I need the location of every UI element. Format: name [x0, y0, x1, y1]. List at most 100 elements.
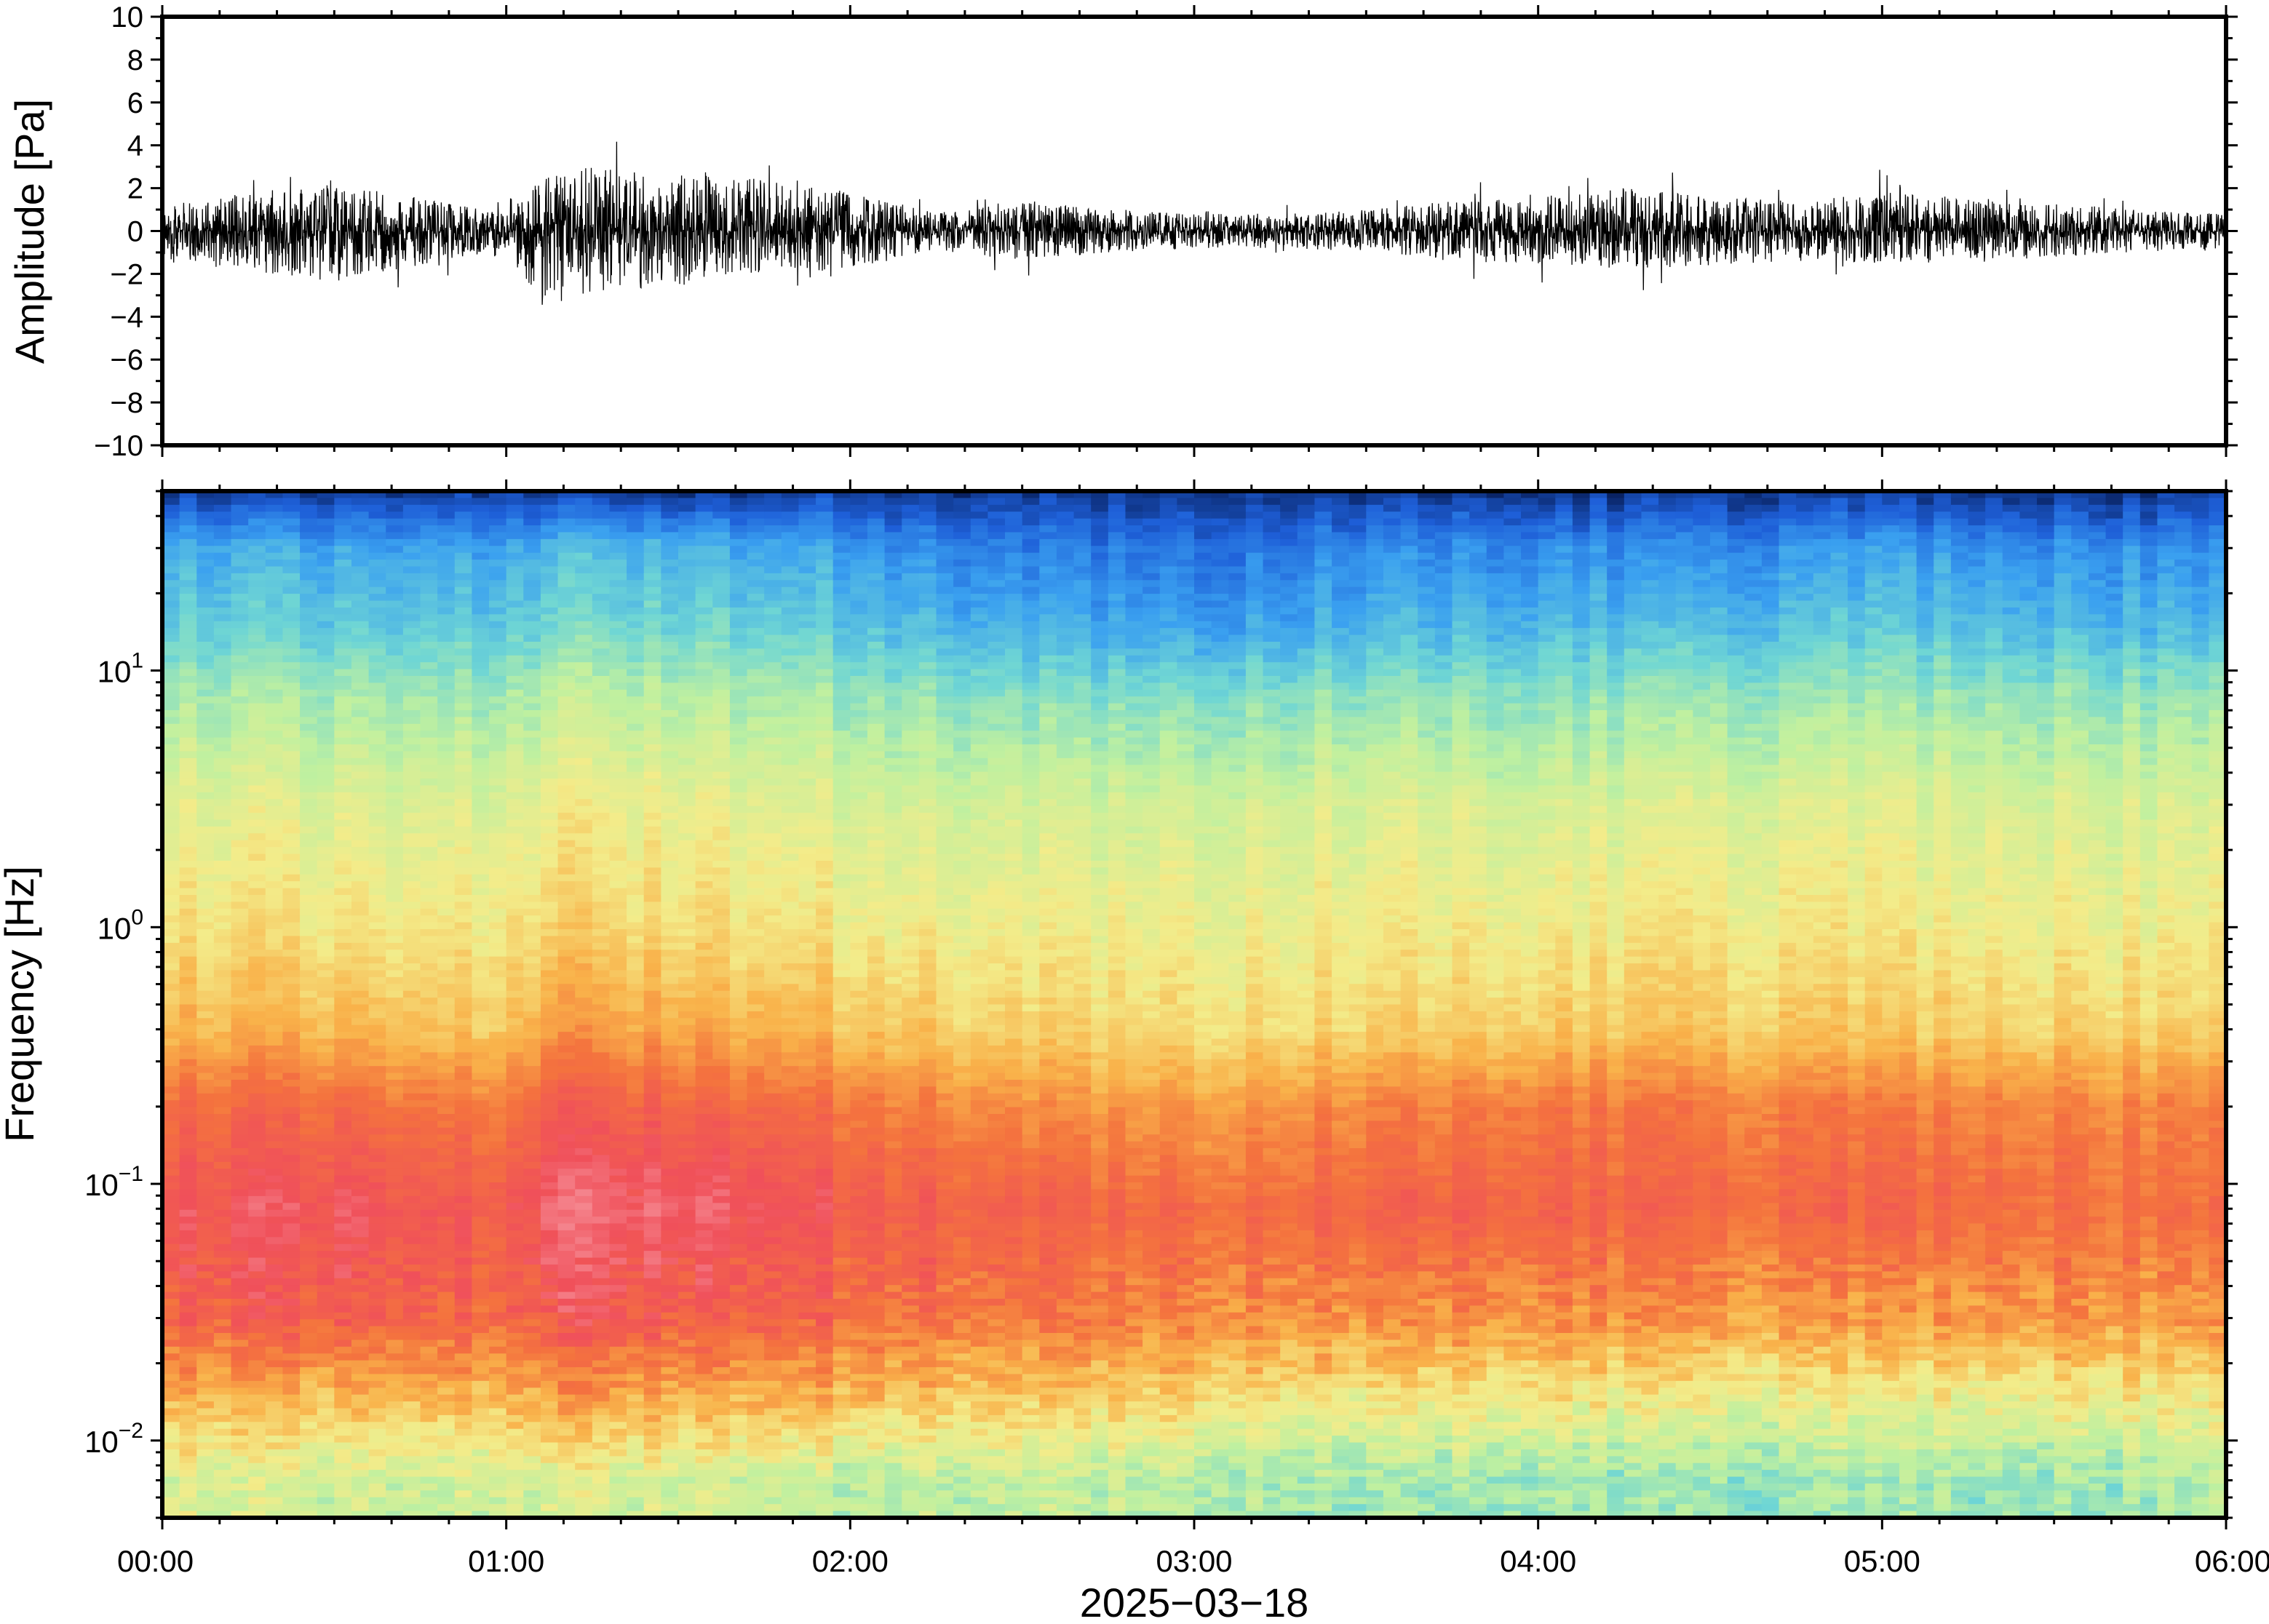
spectrogram-cell [196, 1189, 215, 1197]
spectrogram-cell [248, 894, 266, 903]
spectrogram-cell [179, 915, 198, 923]
spectrogram-cell [437, 1169, 456, 1177]
spectrogram-cell [231, 662, 249, 670]
spectrogram-cell [472, 757, 490, 766]
spectrogram-cell [368, 573, 387, 581]
spectrogram-cell [420, 1018, 438, 1026]
spectrogram-cell [609, 655, 627, 663]
spectrogram-cell [557, 826, 576, 835]
spectrogram-cell [179, 1243, 198, 1251]
spectrogram-cell [489, 1195, 507, 1204]
spectrogram-cell [678, 929, 696, 937]
spectrogram-cell [661, 1141, 679, 1149]
spectrogram-cell [368, 1333, 387, 1341]
spectrogram-cell [592, 662, 611, 670]
spectrogram-cell [523, 1161, 541, 1170]
spectrogram-cell [351, 1032, 370, 1040]
spectrogram-cell [179, 731, 198, 739]
spectrogram-cell [334, 1380, 352, 1389]
spectrogram-cell [386, 1052, 404, 1060]
spectrogram-cell [282, 1442, 301, 1450]
spectrogram-cell [661, 1209, 679, 1217]
spectrogram-cell [695, 1442, 714, 1450]
spectrogram-cell [162, 682, 180, 690]
spectrogram-cell [162, 922, 180, 930]
spectrogram-cell [368, 710, 387, 718]
spectrogram-cell [592, 847, 611, 855]
spectrogram-cell [678, 600, 696, 608]
spectrogram-cell [213, 1504, 232, 1512]
spectrogram-cell [489, 1394, 507, 1402]
spectrogram-cell [420, 1045, 438, 1054]
spectrogram-cell [334, 1155, 352, 1163]
spectrogram-cell [317, 771, 335, 779]
spectrogram-cell [472, 580, 490, 588]
spectrogram-cell [248, 1326, 266, 1334]
spectrogram-cell [678, 682, 696, 690]
spectrogram-cell [231, 998, 249, 1006]
spectrogram-cell [557, 1414, 576, 1423]
spectrogram-cell [661, 942, 679, 951]
spectrogram-cell [420, 840, 438, 848]
spectrogram-cell [454, 1319, 473, 1327]
spectrogram-cell [643, 1374, 662, 1382]
spectrogram-cell [523, 552, 541, 560]
spectrogram-cell [213, 922, 232, 930]
spectrogram-cell [196, 1243, 215, 1251]
spectrogram-cell [213, 1367, 232, 1375]
spectrogram-cell [248, 703, 266, 711]
spectrogram-cell [609, 1326, 627, 1334]
spectrogram-cell [609, 1066, 627, 1074]
spectrogram-cell [317, 498, 335, 506]
spectrogram-cell [265, 799, 284, 807]
spectrogram-cell [231, 538, 249, 547]
spectrogram-cell [592, 731, 611, 739]
spectrogram-cell [196, 1155, 215, 1163]
spectrogram-cell [489, 1032, 507, 1040]
spectrogram-cell [678, 1011, 696, 1019]
spectrogram-cell [540, 765, 559, 773]
spectrogram-cell [437, 908, 456, 917]
spectrogram-cell [678, 1127, 696, 1136]
spectrogram-cell [661, 929, 679, 937]
spectrogram-cell [248, 805, 266, 813]
spectrogram-cell [437, 504, 456, 513]
spectrogram-cell [695, 853, 714, 861]
spectrogram-cell [643, 942, 662, 951]
spectrogram-cell [282, 785, 301, 793]
spectrogram-cell [695, 1394, 714, 1402]
spectrogram-cell [179, 1045, 198, 1054]
spectrogram-cell [265, 1346, 284, 1355]
spectrogram-cell [627, 1436, 645, 1444]
spectrogram-cell [248, 881, 266, 889]
spectrogram-cell [575, 710, 593, 718]
spectrogram-cell [678, 621, 696, 629]
spectrogram-cell [575, 1189, 593, 1197]
spectrogram-cell [300, 956, 318, 964]
spectrogram-cell [540, 860, 559, 869]
spectrogram-cell [454, 1380, 473, 1389]
spectrogram-cell [196, 1428, 215, 1436]
spectrogram-cell [196, 1449, 215, 1457]
spectrogram-cell [643, 648, 662, 656]
spectrogram-cell [179, 580, 198, 588]
spectrogram-cell [472, 1504, 490, 1512]
spectrogram-cell [437, 765, 456, 773]
spectrogram-cell [643, 1257, 662, 1265]
spectrogram-cell [489, 703, 507, 711]
spectrogram-cell [627, 853, 645, 861]
spectrogram-cell [386, 1436, 404, 1444]
spectrogram-cell [609, 1045, 627, 1054]
spectrogram-cell [489, 853, 507, 861]
spectrogram-cell [282, 580, 301, 588]
spectrogram-cell [248, 546, 266, 554]
spectrogram-cell [609, 1497, 627, 1505]
spectrogram-cell [334, 566, 352, 574]
spectrogram-cell [437, 1408, 456, 1416]
spectrogram-cell [643, 525, 662, 533]
spectrogram-cell [540, 929, 559, 937]
spectrogram-cell [351, 538, 370, 547]
spectrogram-cell [351, 1353, 370, 1361]
spectrogram-cell [265, 950, 284, 958]
spectrogram-cell [368, 1380, 387, 1389]
